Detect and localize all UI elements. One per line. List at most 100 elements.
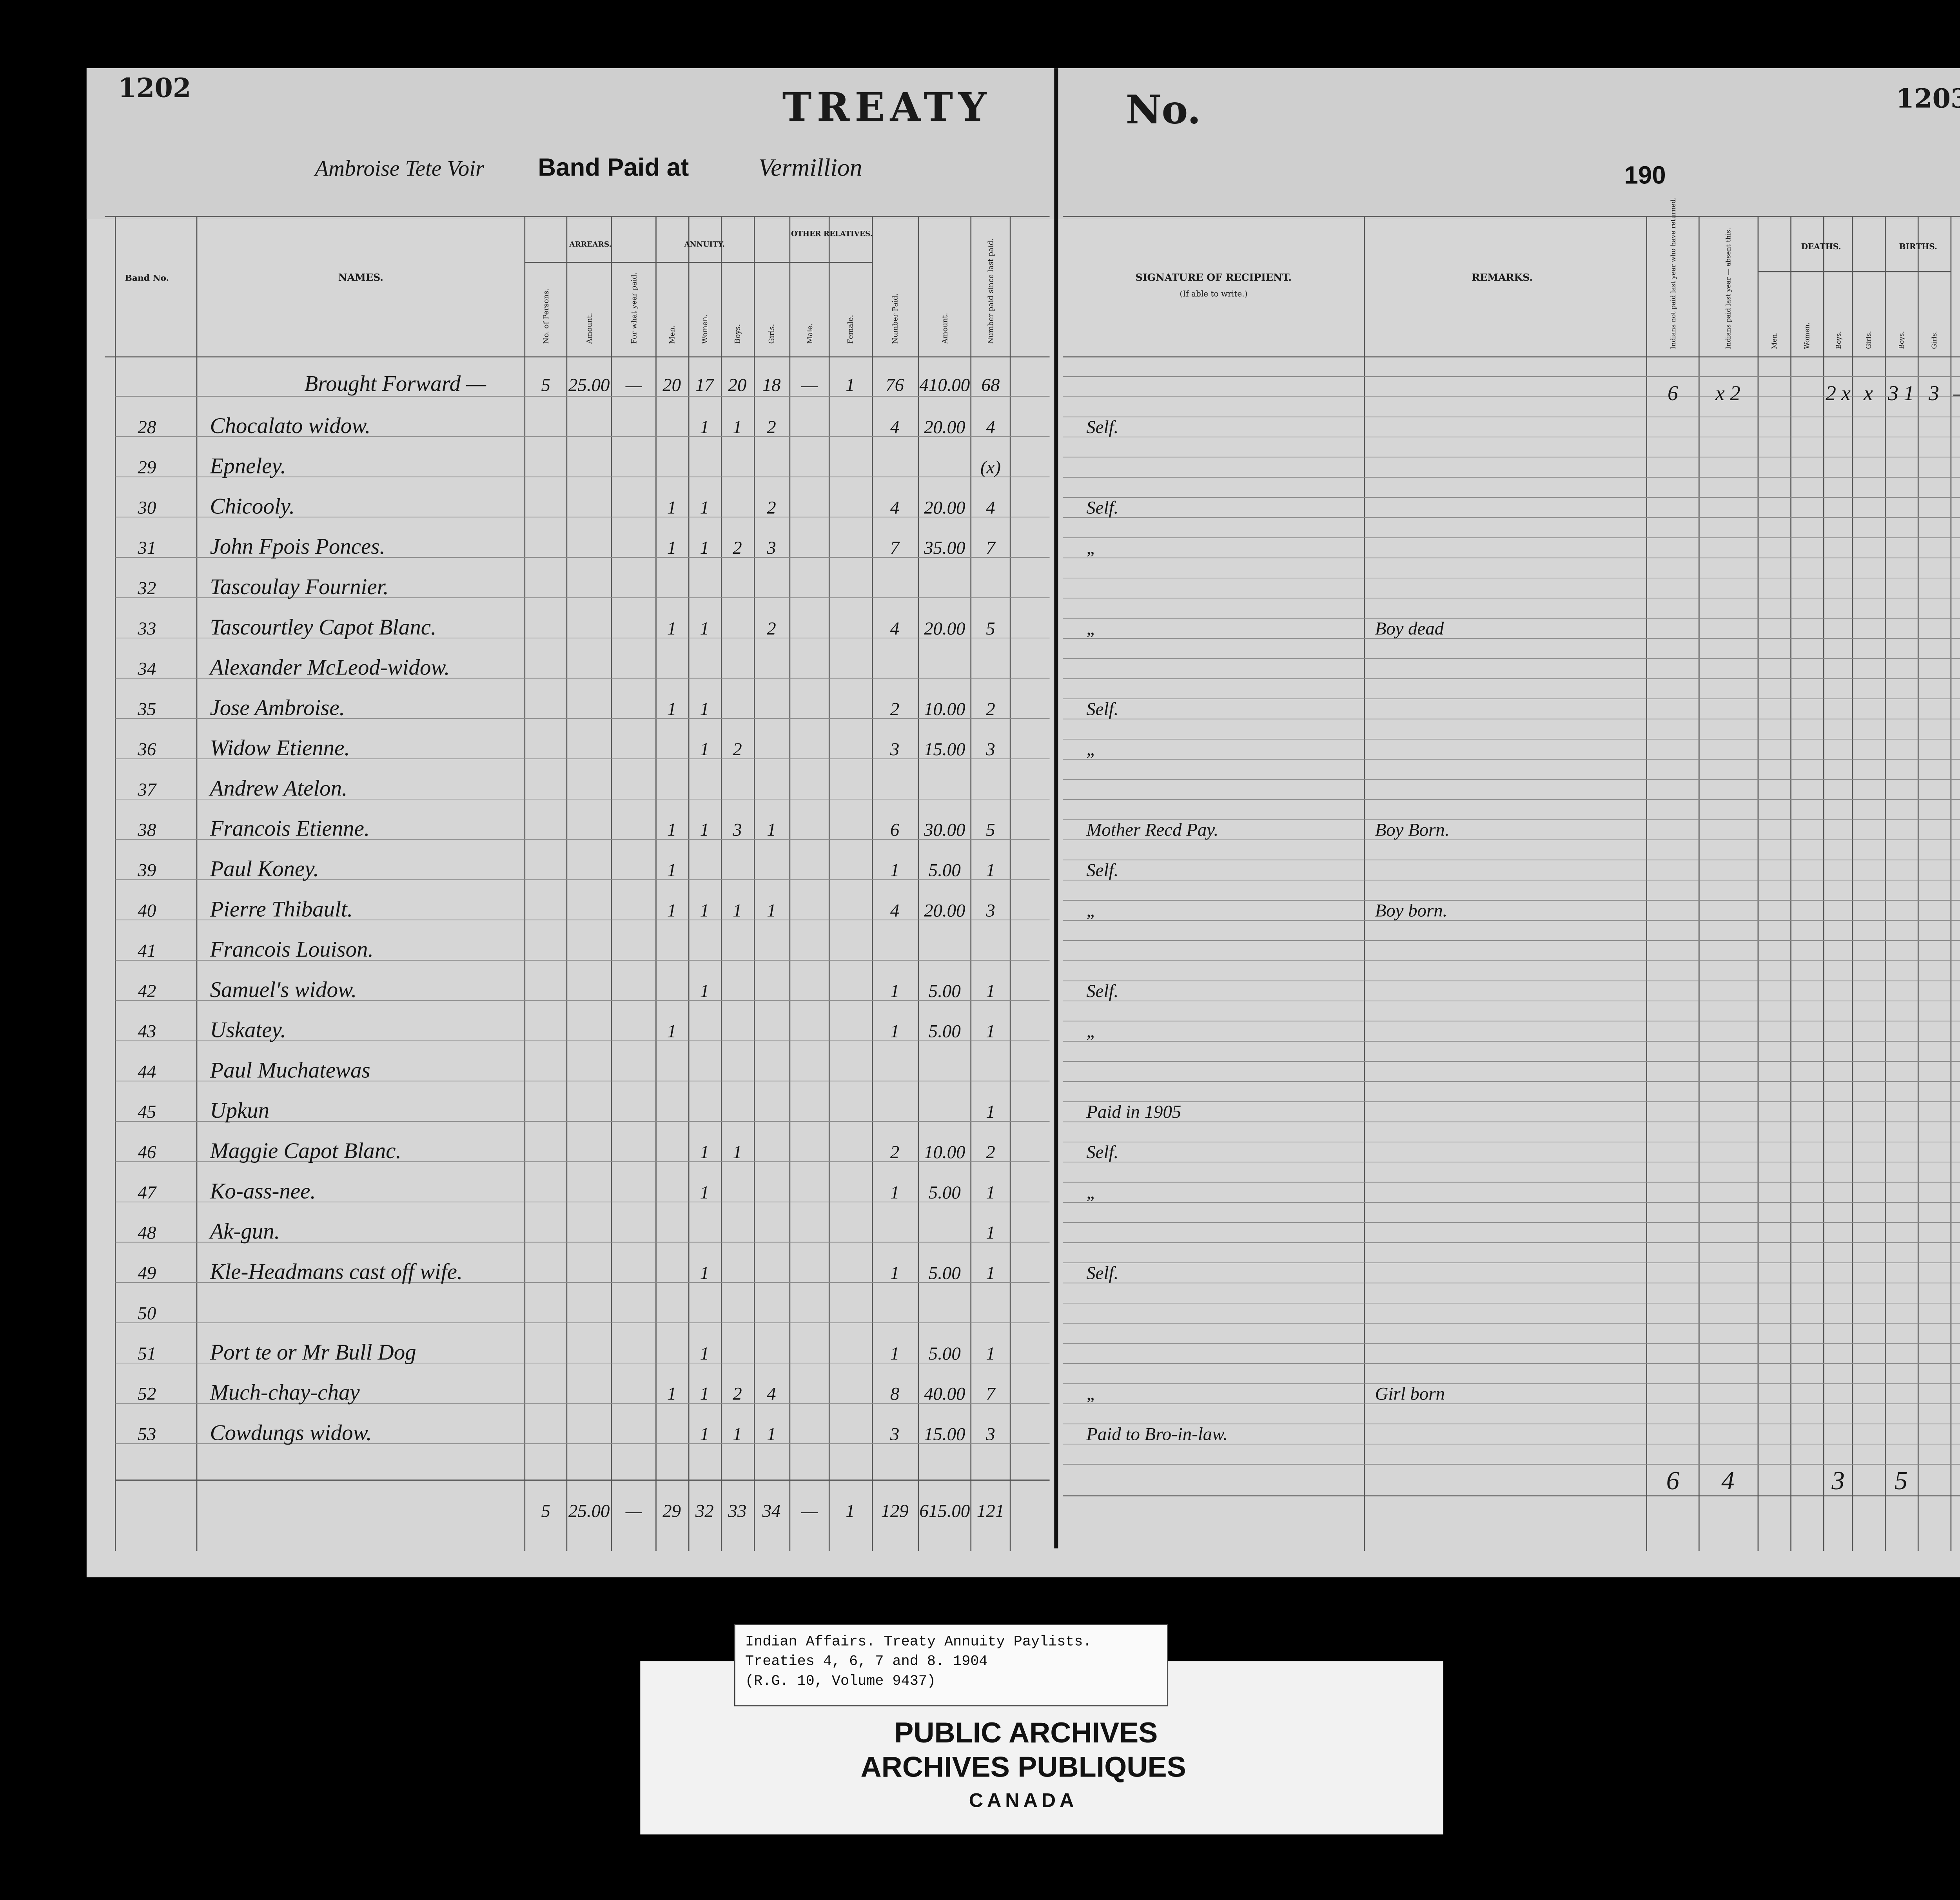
entry-cell: 1 (733, 1142, 742, 1162)
entry-cell: 1 (986, 1021, 995, 1042)
band-name: Ambroise Tete Voir (313, 156, 485, 181)
entry-cell: 34 (137, 659, 156, 679)
total-cell: 4 (1721, 1466, 1734, 1495)
entry-cell: 30 (137, 497, 156, 518)
column-header: Number paid since last paid. (987, 238, 995, 344)
place: Vermillion (759, 154, 862, 181)
entry-cell: 1 (700, 417, 709, 437)
entry-cell: Paid to Bro-in-law. (1086, 1424, 1227, 1444)
entry-cell: 48 (138, 1223, 156, 1243)
entry-cell: 1 (986, 1263, 995, 1283)
entry-cell: Tascourtley Capot Blanc. (210, 615, 437, 640)
column-header: Women. (701, 314, 709, 344)
brought-forward-cell: 1 (846, 375, 855, 395)
entry-cell: Boy dead (1375, 618, 1444, 639)
column-header: REMARKS. (1472, 271, 1533, 283)
entry-cell: 4 (986, 497, 995, 518)
brought-forward-cell: 25.00 (568, 375, 610, 395)
brought-forward-cell: — (1953, 381, 1960, 405)
entry-cell: 1 (667, 497, 676, 518)
entry-cell: Andrew Atelon. (209, 776, 348, 801)
column-header: For what year paid. (630, 272, 638, 344)
entry-cell: Self. (1086, 417, 1118, 437)
entry-cell: 51 (138, 1343, 156, 1364)
entry-cell: 1 (700, 538, 709, 558)
entry-cell: Chocalato widow. (210, 413, 371, 438)
archive-line: Indian Affairs. Treaty Annuity Paylists. (745, 1633, 1092, 1650)
entry-cell: 53 (138, 1424, 156, 1444)
column-header: Female. (847, 315, 855, 344)
entry-cell: 1 (667, 1021, 676, 1042)
column-header: Indians paid last year — absent this. (1724, 228, 1732, 349)
entry-cell: Maggie Capot Blanc. (210, 1139, 401, 1163)
entry-cell: 1 (986, 1102, 995, 1122)
entry-cell: Francois Louison. (210, 937, 374, 962)
entry-cell: 1 (700, 1343, 709, 1364)
entry-cell: 31 (137, 538, 156, 558)
entry-cell: 2 (986, 1142, 995, 1162)
entry-cell: 1 (733, 417, 742, 437)
entry-cell: „ (1086, 900, 1096, 921)
total-cell: — (625, 1501, 642, 1521)
entry-cell: 4 (890, 417, 899, 437)
entry-cell: 1 (890, 1263, 899, 1283)
column-header: Band No. (125, 273, 169, 283)
brought-forward-cell: 20 (662, 375, 681, 395)
entry-cell: (x) (980, 457, 1001, 478)
entry-cell: 1 (700, 1263, 709, 1283)
entry-cell: 5.00 (929, 981, 961, 1001)
year: 190 (1624, 161, 1666, 189)
entry-cell: Much-chay-chay (210, 1380, 360, 1405)
entry-cell: 41 (138, 941, 156, 961)
entry-cell: Paul Muchatewas (210, 1058, 370, 1082)
entry-cell: 5.00 (929, 1343, 961, 1364)
entry-cell: 1 (733, 1424, 742, 1444)
entry-cell: 46 (138, 1142, 156, 1162)
entry-cell: 4 (890, 900, 899, 921)
entry-cell: Paid in 1905 (1086, 1102, 1181, 1122)
entry-cell: 1 (667, 820, 676, 840)
entry-cell: Self. (1086, 1142, 1118, 1162)
column-header: Boys. (734, 324, 742, 344)
entry-cell: Self. (1086, 699, 1118, 719)
entry-cell: „ (1086, 618, 1096, 639)
entry-cell: 2 (767, 618, 776, 639)
column-header: Girls. (1865, 331, 1873, 349)
entry-cell: 1 (700, 1384, 709, 1404)
entry-cell: 3 (890, 739, 899, 760)
brought-forward-cell: — (801, 375, 818, 395)
entry-cell: Upkun (210, 1098, 270, 1123)
entry-cell: 20.00 (924, 618, 965, 639)
ledger-top (86, 68, 1960, 219)
entry-cell: Self. (1086, 981, 1118, 1001)
entry-cell: 20.00 (924, 900, 965, 921)
entry-cell: Uskatey. (210, 1018, 286, 1042)
column-header: SIGNATURE OF RECIPIENT. (1136, 271, 1292, 283)
brought-forward-cell: x (1863, 381, 1873, 405)
entry-cell: 4 (767, 1384, 776, 1404)
column-header: No. of Persons. (542, 288, 550, 344)
entry-cell: Self. (1086, 1263, 1118, 1283)
entry-cell: 45 (138, 1102, 156, 1122)
entry-cell: 20.00 (924, 497, 965, 518)
column-header: Men. (668, 325, 676, 344)
column-header: Women. (1803, 323, 1811, 349)
entry-cell: 1 (667, 538, 676, 558)
entry-cell: 1 (890, 1182, 899, 1203)
entry-cell: „ (1086, 1384, 1096, 1404)
entry-cell: 1 (767, 1424, 776, 1444)
entry-cell: 1 (767, 820, 776, 840)
entry-cell: 52 (138, 1384, 156, 1404)
entry-cell: 2 (767, 417, 776, 437)
entry-cell: 5 (986, 618, 995, 639)
entry-cell: 36 (137, 739, 156, 760)
entry-cell: Samuel's widow. (210, 977, 357, 1002)
entry-cell: 1 (700, 1182, 709, 1203)
entry-cell: 1 (986, 1182, 995, 1203)
archive-line: (R.G. 10, Volume 9437) (745, 1673, 936, 1690)
entry-cell: 4 (890, 497, 899, 518)
entry-cell: Port te or Mr Bull Dog (210, 1340, 416, 1365)
entry-cell: Epneley. (210, 454, 286, 479)
entry-cell: 3 (766, 538, 776, 558)
entry-cell: 3 (732, 820, 742, 840)
